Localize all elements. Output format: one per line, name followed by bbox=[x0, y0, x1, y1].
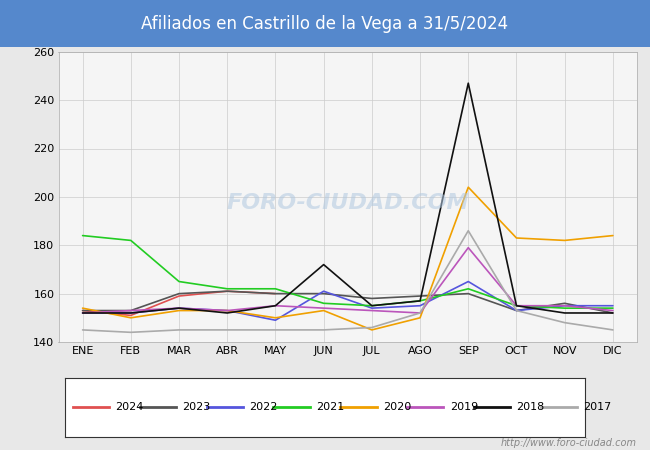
Text: 2020: 2020 bbox=[383, 402, 411, 412]
Text: http://www.foro-ciudad.com: http://www.foro-ciudad.com bbox=[501, 438, 637, 448]
Text: 2018: 2018 bbox=[517, 402, 545, 412]
Text: Afiliados en Castrillo de la Vega a 31/5/2024: Afiliados en Castrillo de la Vega a 31/5… bbox=[142, 14, 508, 33]
Text: 2024: 2024 bbox=[116, 402, 144, 412]
Text: 2019: 2019 bbox=[450, 402, 478, 412]
Text: 2023: 2023 bbox=[182, 402, 211, 412]
Text: 2017: 2017 bbox=[584, 402, 612, 412]
Text: FORO-CIUDAD.COM: FORO-CIUDAD.COM bbox=[226, 193, 469, 213]
Text: 2022: 2022 bbox=[249, 402, 278, 412]
Text: 2021: 2021 bbox=[316, 402, 344, 412]
